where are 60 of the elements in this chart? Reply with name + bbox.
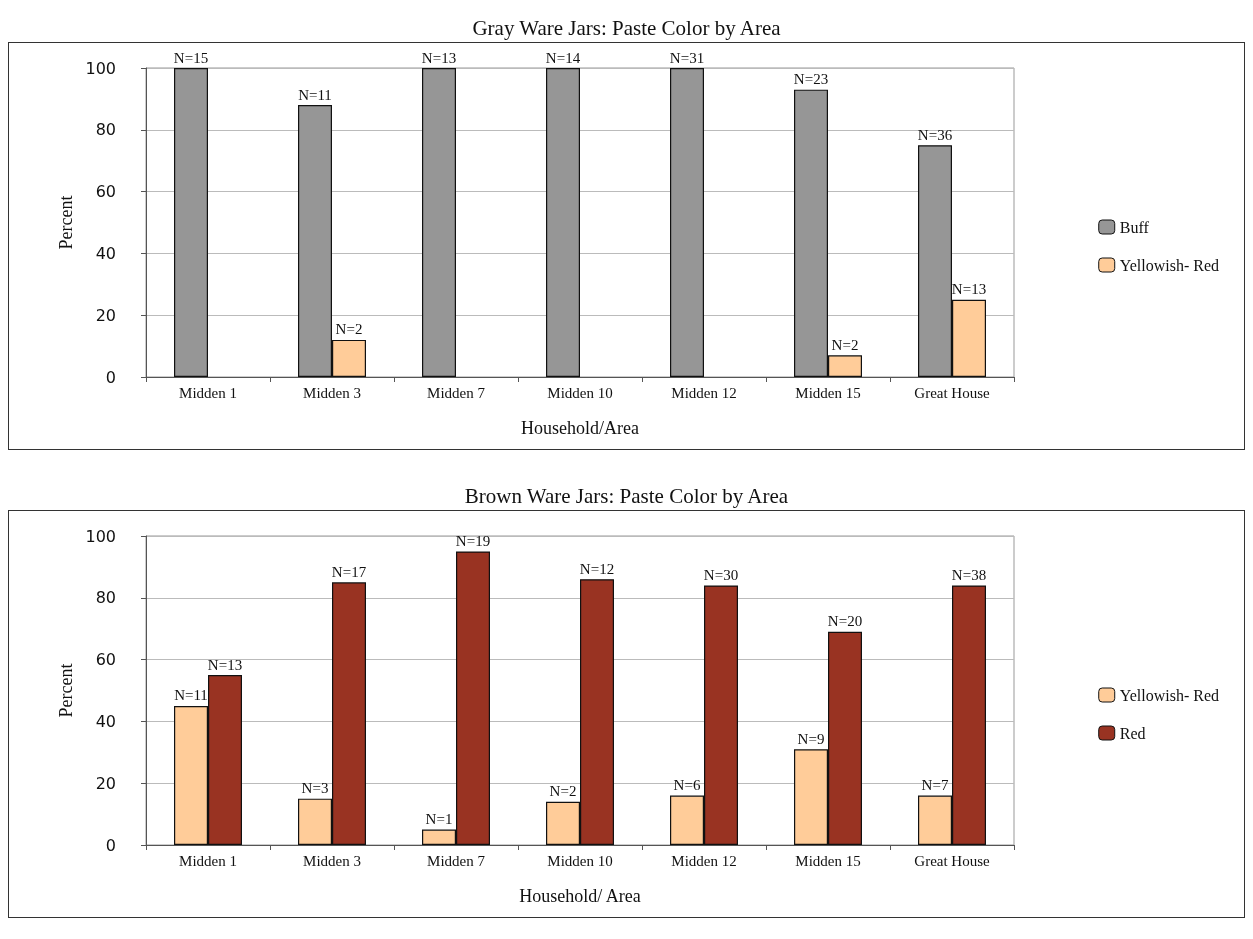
annotation: N=14 (545, 49, 581, 66)
annotation: N=30 (703, 566, 739, 583)
annotation: N=13 (207, 656, 243, 673)
x-tick-label: Midden 10 (547, 852, 613, 869)
x-tick-label: Midden 12 (671, 852, 737, 869)
annotation: N=31 (669, 49, 705, 66)
x-tick-label: Great House (914, 852, 991, 869)
annotation: N=38 (951, 566, 987, 583)
annotation: N=36 (917, 126, 953, 143)
annotation: N=20 (827, 613, 863, 630)
legend-label: Buff (1119, 218, 1150, 236)
annotation: N=1 (425, 811, 453, 828)
y-tick-label: 80 (95, 120, 116, 140)
y-tick-label: 60 (95, 650, 116, 670)
x-tick-label: Midden 10 (547, 384, 613, 401)
y-tick-label: 40 (95, 243, 116, 263)
x-axis-title: Household/Area (521, 418, 639, 438)
legend-label: Yellowish- Red (1119, 256, 1220, 274)
x-tick-label: Midden 1 (179, 384, 237, 401)
x-tick-label: Midden 3 (303, 852, 361, 869)
x-axis-title: Household/ Area (519, 886, 641, 906)
x-tick-label: Midden 15 (795, 384, 861, 401)
y-tick-label: 60 (95, 182, 116, 202)
chart-title: Gray Ware Jars: Paste Color by Area (471, 15, 782, 42)
x-tick-label: Great House (914, 384, 991, 401)
y-tick-label: 20 (95, 305, 116, 325)
legend-label: Yellowish- Red (1119, 686, 1220, 704)
chart-title: Brown Ware Jars: Paste Color by Area (463, 483, 790, 510)
y-tick-label: 100 (85, 58, 116, 78)
y-axis-title: Percent (55, 195, 76, 250)
y-tick-label: 80 (95, 588, 116, 608)
y-tick-label: 20 (95, 773, 116, 793)
annotation: N=6 (673, 777, 701, 794)
y-tick-label: 0 (105, 835, 116, 855)
x-tick-label: Midden 3 (303, 384, 361, 401)
legend-label: Red (1119, 724, 1146, 742)
annotation: N=19 (455, 532, 491, 549)
y-tick-label: 100 (85, 526, 116, 546)
y-tick-label: 0 (105, 367, 116, 387)
y-tick-label: 40 (95, 711, 116, 731)
annotation: N=2 (831, 336, 859, 353)
annotation: N=17 (331, 563, 367, 580)
y-axis-title: Percent (55, 663, 76, 718)
x-tick-label: Midden 12 (671, 384, 737, 401)
annotation: N=2 (549, 783, 577, 800)
x-tick-label: Midden 15 (795, 852, 861, 869)
x-tick-label: Midden 7 (427, 384, 486, 401)
annotation: N=11 (174, 687, 208, 704)
annotation: N=12 (579, 560, 615, 577)
annotation: N=2 (335, 321, 363, 338)
annotation: N=9 (797, 730, 825, 747)
annotation: N=23 (793, 71, 829, 88)
annotation: N=13 (421, 49, 457, 66)
x-tick-label: Midden 7 (427, 852, 486, 869)
x-tick-label: Midden 1 (179, 852, 237, 869)
annotation: N=7 (921, 777, 949, 794)
annotation: N=3 (301, 780, 329, 797)
annotation: N=11 (298, 86, 332, 103)
annotation: N=15 (173, 49, 209, 66)
annotation: N=13 (951, 281, 987, 298)
